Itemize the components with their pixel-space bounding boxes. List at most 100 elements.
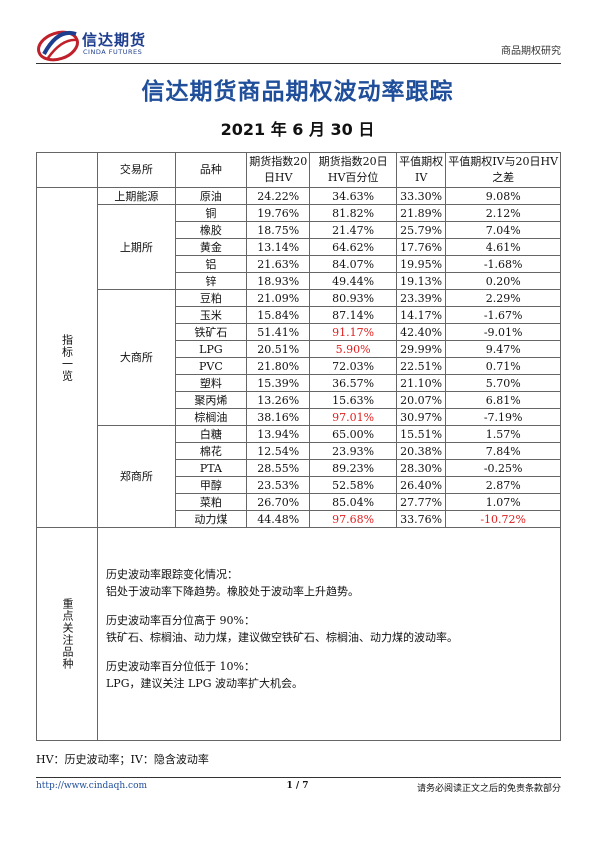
- product-cell: 菜粕: [174, 493, 248, 511]
- diff-cell: -7.19%: [445, 408, 561, 426]
- header-divider: [36, 63, 561, 64]
- product-cell: PVC: [174, 357, 248, 375]
- iv-cell: 19.95%: [395, 255, 447, 273]
- note-block: 历史波动率百分位低于 10%： LPG，建议关注 LPG 波动率扩大机会。: [106, 658, 560, 692]
- table-row: 铁矿石 51.41% 91.17% 42.40% -9.01%: [37, 323, 561, 341]
- iv-cell: 29.99%: [395, 340, 447, 358]
- hv-percentile-cell: 64.62%: [309, 238, 397, 256]
- page-header: 信达期货 CINDA FUTURES 商品期权研究: [36, 24, 561, 64]
- hv-percentile-cell: 81.82%: [309, 204, 397, 222]
- table-row: 铝 21.63% 84.07% 19.95% -1.68%: [37, 255, 561, 273]
- table-row: 大商所 豆粕 21.09% 80.93% 23.39% 2.29%: [37, 289, 561, 426]
- note-body: 铝处于波动率下降趋势。橡胶处于波动率上升趋势。: [106, 585, 359, 598]
- hv20-cell: 13.26%: [246, 391, 311, 409]
- iv-cell: 20.07%: [395, 391, 447, 409]
- table-row: 郑商所 白糖 13.94% 65.00% 15.51% 1.57%: [37, 425, 561, 528]
- iv-cell: 33.76%: [395, 510, 447, 528]
- report-date: 2021 年 6 月 30 日: [220, 120, 375, 139]
- product-cell: 铁矿石: [174, 323, 248, 341]
- diff-cell: 9.08%: [445, 187, 561, 205]
- iv-cell: 14.17%: [395, 306, 447, 324]
- footer-divider: [36, 777, 561, 778]
- hv20-cell: 13.14%: [246, 238, 311, 256]
- hv20-cell: 24.22%: [246, 187, 311, 205]
- iv-cell: 19.13%: [395, 272, 447, 290]
- product-cell: 铜: [174, 204, 248, 222]
- hv20-cell: 44.48%: [246, 510, 311, 528]
- hv20-cell: 38.16%: [246, 408, 311, 426]
- hv-percentile-cell: 97.68%: [309, 510, 397, 528]
- table-row: 上期所 铜 19.76% 81.82% 21.89% 2.12%: [37, 204, 561, 290]
- hv20-cell: 26.70%: [246, 493, 311, 511]
- product-cell: 棉花: [174, 442, 248, 460]
- diff-cell: 2.87%: [445, 476, 561, 494]
- hv20-cell: 19.76%: [246, 204, 311, 222]
- product-cell: 玉米: [174, 306, 248, 324]
- disclaimer-note: 请务必阅读正文之后的免责条款部分: [416, 784, 561, 794]
- diff-cell: 0.20%: [445, 272, 561, 290]
- diff-cell: 2.29%: [445, 289, 561, 307]
- hv20-cell: 23.53%: [246, 476, 311, 494]
- iv-cell: 25.79%: [395, 221, 447, 239]
- iv-cell: 21.10%: [395, 374, 447, 392]
- diff-cell: -1.67%: [445, 306, 561, 324]
- table-row: 动力煤 44.48% 97.68% 33.76% -10.72%: [37, 510, 561, 528]
- hv20-cell: 13.94%: [246, 425, 311, 443]
- hv-percentile-cell: 85.04%: [309, 493, 397, 511]
- hv20-cell: 15.84%: [246, 306, 311, 324]
- diff-cell: 1.07%: [445, 493, 561, 511]
- diff-cell: -1.68%: [445, 255, 561, 273]
- website-link[interactable]: http://www.cindaqh.com: [36, 781, 148, 791]
- iv-cell: 15.51%: [395, 425, 447, 443]
- header-hv-percentile: 期货指数20日HV百分位: [309, 152, 397, 188]
- diff-cell: 2.12%: [445, 204, 561, 222]
- iv-cell: 21.89%: [395, 204, 447, 222]
- header-iv-hv-diff: 平值期权IV与20日HV之差: [445, 152, 561, 188]
- hv-percentile-cell: 52.58%: [309, 476, 397, 494]
- diff-cell: 7.04%: [445, 221, 561, 239]
- page-number: 1 / 7: [286, 781, 309, 791]
- hv-percentile-cell: 36.57%: [309, 374, 397, 392]
- abbreviation-legend: HV：历史波动率；IV：隐含波动率: [36, 753, 209, 766]
- hv-percentile-cell: 23.93%: [309, 442, 397, 460]
- notes-row: 重点关注品种 历史波动率跟踪变化情况： 铝处于波动率下降趋势。橡胶处于波动率上升…: [36, 527, 561, 741]
- hv-percentile-cell: 97.01%: [309, 408, 397, 426]
- hv20-cell: 28.55%: [246, 459, 311, 477]
- hv-percentile-cell: 72.03%: [309, 357, 397, 375]
- volatility-table: 交易所 品种 期货指数20日HV 期货指数20日HV百分位 平值期权IV 平值期…: [36, 152, 561, 741]
- product-cell: 动力煤: [174, 510, 248, 528]
- hv20-cell: 51.41%: [246, 323, 311, 341]
- notes-cell: 历史波动率跟踪变化情况： 铝处于波动率下降趋势。橡胶处于波动率上升趋势。 历史波…: [97, 527, 561, 741]
- exchange-cell: 郑商所: [97, 425, 176, 528]
- product-cell: 白糖: [174, 425, 248, 443]
- exchange-cell: 上期所: [97, 204, 176, 290]
- diff-cell: 5.70%: [445, 374, 561, 392]
- note-title: 历史波动率百分位高于 90%：: [106, 614, 255, 627]
- iv-cell: 17.76%: [395, 238, 447, 256]
- diff-cell: 1.57%: [445, 425, 561, 443]
- header-hv20: 期货指数20日HV: [246, 152, 311, 188]
- hv-percentile-cell: 84.07%: [309, 255, 397, 273]
- note-body: 铁矿石、棕榈油、动力煤，建议做空铁矿石、棕榈油、动力煤的波动率。: [106, 631, 458, 644]
- diff-cell: -10.72%: [445, 510, 561, 528]
- hv20-cell: 18.75%: [246, 221, 311, 239]
- hv-percentile-cell: 34.63%: [309, 187, 397, 205]
- report-category: 商品期权研究: [501, 46, 561, 57]
- section-label-focus: 重点关注品种: [36, 527, 98, 741]
- hv20-cell: 20.51%: [246, 340, 311, 358]
- table-row: 黄金 13.14% 64.62% 17.76% 4.61%: [37, 238, 561, 256]
- hv20-cell: 21.09%: [246, 289, 311, 307]
- product-cell: 豆粕: [174, 289, 248, 307]
- hv-percentile-cell: 91.17%: [309, 323, 397, 341]
- exchange-cell: 大商所: [97, 289, 176, 426]
- product-cell: 原油: [174, 187, 248, 205]
- table-row: 指标一览 上期能源 原油 24.22% 34.63% 33.30% 9.08%: [36, 187, 561, 528]
- diff-cell: 9.47%: [445, 340, 561, 358]
- iv-cell: 22.51%: [395, 357, 447, 375]
- hv20-cell: 15.39%: [246, 374, 311, 392]
- table-row: 甲醇 23.53% 52.58% 26.40% 2.87%: [37, 476, 561, 494]
- iv-cell: 42.40%: [395, 323, 447, 341]
- hv-percentile-cell: 21.47%: [309, 221, 397, 239]
- note-title: 历史波动率跟踪变化情况：: [106, 568, 238, 581]
- diff-cell: 6.81%: [445, 391, 561, 409]
